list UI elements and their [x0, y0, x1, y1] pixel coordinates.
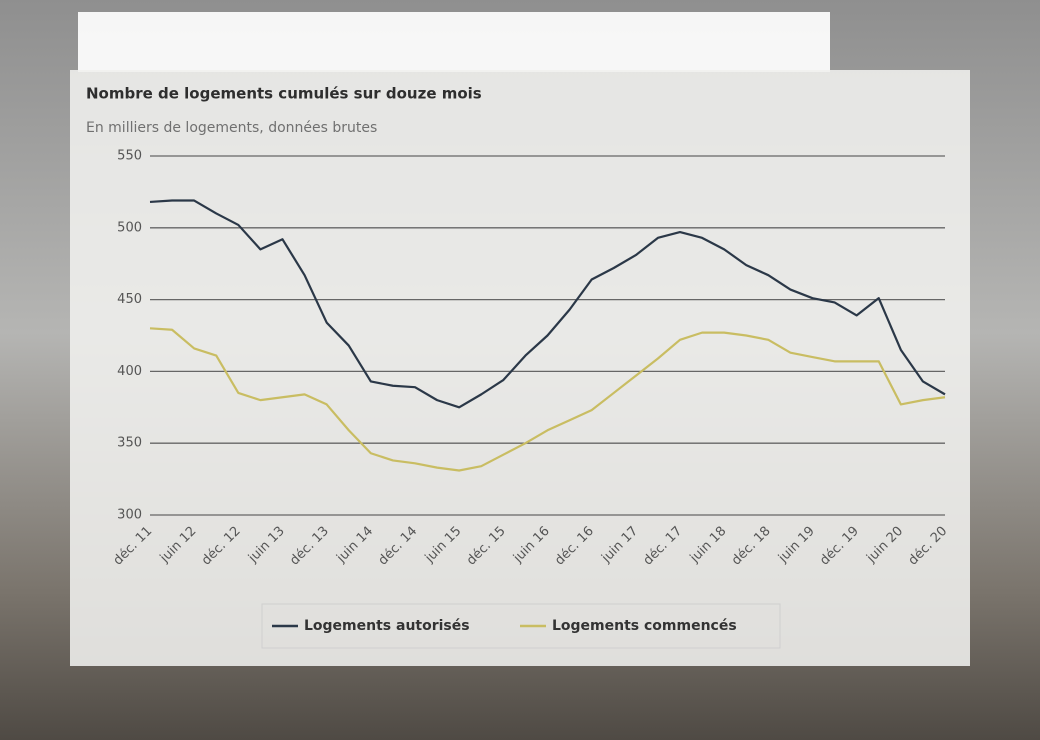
- y-tick-label: 300: [117, 508, 142, 523]
- panel: [70, 70, 970, 666]
- series-line: [149, 199, 946, 409]
- y-tick-label: 350: [117, 436, 142, 451]
- y-tick-label: 550: [117, 149, 142, 164]
- y-tick-label: 450: [117, 292, 142, 307]
- y-tick-label: 500: [117, 220, 142, 235]
- series-line: [149, 327, 946, 472]
- legend-box: [261, 603, 781, 649]
- chart-subtitle: En milliers de logements, données brutes: [86, 120, 377, 136]
- legend-label: Logements autorisés: [304, 618, 470, 634]
- y-tick-label: 400: [117, 364, 142, 379]
- chart-title: Nombre de logements cumulés sur douze mo…: [86, 85, 482, 103]
- panel-top: [78, 12, 830, 72]
- legend-label: Logements commencés: [552, 618, 737, 634]
